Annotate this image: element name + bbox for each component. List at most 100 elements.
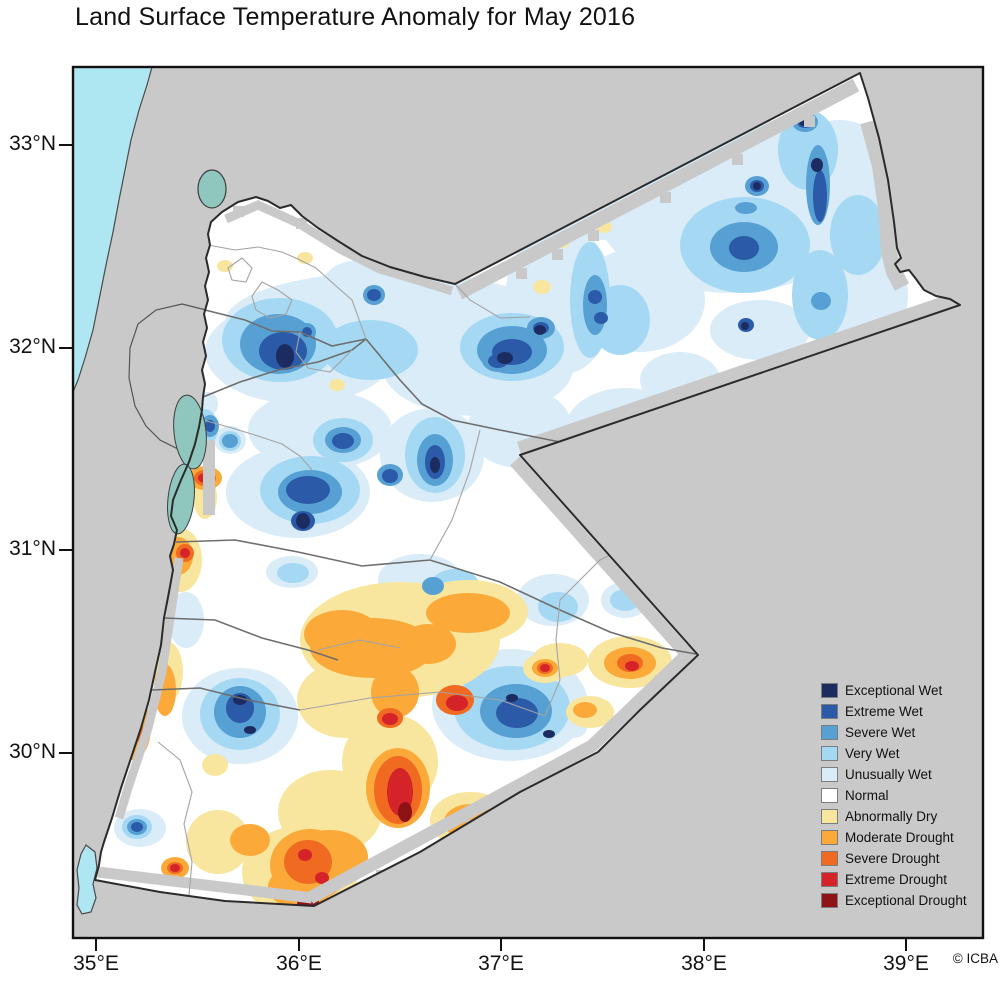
x-tick-label: 38°E — [681, 952, 727, 975]
anomaly-blob-sw — [222, 434, 238, 448]
legend-item: Severe Drought — [821, 851, 967, 866]
legend-swatch-icon — [821, 830, 838, 845]
legend-item: Normal — [821, 788, 967, 803]
legend-label: Unusually Wet — [845, 767, 932, 782]
anomaly-blob-xd — [382, 713, 398, 725]
anomaly-blob-xw — [497, 352, 513, 364]
y-tick-mark — [59, 347, 73, 349]
anomaly-blob-ad — [202, 754, 228, 776]
anomaly-blob-ew — [332, 433, 354, 449]
x-tick-label: 36°E — [276, 952, 322, 975]
anomaly-blob-md — [400, 624, 456, 664]
gulf-of-aqaba — [76, 844, 98, 915]
anomaly-blob-xd — [540, 664, 550, 672]
legend-item: Moderate Drought — [821, 830, 967, 845]
legend-swatch-icon — [821, 788, 838, 803]
legend-label: Moderate Drought — [845, 830, 954, 845]
anomaly-blob-ad — [533, 280, 551, 294]
anomaly-blob-ed — [398, 802, 412, 822]
y-tick-mark — [59, 549, 73, 551]
anomaly-blob-vw — [322, 320, 418, 380]
sea-of-galilee — [197, 169, 227, 209]
anomaly-blob-xw — [534, 325, 546, 335]
x-tick-mark — [95, 938, 97, 951]
anomaly-blob-ew — [367, 289, 381, 301]
anomaly-blob-xd — [625, 661, 639, 671]
anomaly-blob-xd — [315, 872, 329, 884]
x-tick-mark — [500, 938, 502, 951]
x-tick-label: 35°E — [73, 952, 119, 975]
legend-swatch-icon — [821, 872, 838, 887]
anomaly-blob-ew — [729, 236, 759, 260]
anomaly-blob-xw — [753, 182, 761, 190]
anomaly-blob-sw — [422, 577, 444, 595]
legend-swatch-icon — [821, 767, 838, 782]
anomaly-blob-uw — [168, 592, 204, 648]
anomaly-blob-md — [426, 593, 510, 633]
legend-label: Abnormally Dry — [845, 809, 938, 824]
anomaly-blob-ew — [594, 312, 608, 324]
legend-item: Exceptional Wet — [821, 683, 967, 698]
anomaly-blob-md — [230, 824, 270, 856]
anomaly-blob-md — [304, 610, 380, 658]
legend-item: Unusually Wet — [821, 767, 967, 782]
legend-item: Abnormally Dry — [821, 809, 967, 824]
legend-swatch-icon — [821, 704, 838, 719]
x-tick-mark — [703, 938, 705, 951]
y-tick-label: 32°N — [9, 335, 56, 358]
page-title: Land Surface Temperature Anomaly for May… — [75, 3, 636, 31]
legend-label: Severe Wet — [845, 725, 916, 740]
legend-swatch-icon — [821, 746, 838, 761]
anomaly-blob-xd — [170, 864, 180, 872]
anomaly-blob-xd — [180, 548, 190, 558]
legend-label: Normal — [845, 788, 889, 803]
legend-item: Very Wet — [821, 746, 967, 761]
legend-label: Extreme Drought — [845, 872, 948, 887]
y-tick-mark — [59, 752, 73, 754]
legend-item: Extreme Wet — [821, 704, 967, 719]
legend-label: Very Wet — [845, 746, 900, 761]
legend-swatch-icon — [821, 809, 838, 824]
mediterranean-sea — [72, 66, 153, 393]
legend-item: Extreme Drought — [821, 872, 967, 887]
dead-sea-south — [167, 463, 195, 535]
dead-sea-north — [173, 394, 207, 470]
credit-text: © ICBA — [952, 951, 998, 966]
legend-item: Severe Wet — [821, 725, 967, 740]
legend-label: Extreme Wet — [845, 704, 923, 719]
anomaly-blob-ew — [588, 290, 602, 304]
jordan-border — [94, 72, 961, 907]
anomaly-blob-sw — [735, 202, 757, 214]
legend-label: Exceptional Drought — [845, 893, 967, 908]
x-tick-label: 37°E — [478, 952, 524, 975]
anomaly-blob-sw — [811, 292, 831, 310]
y-tick-label: 30°N — [9, 740, 56, 763]
y-tick-mark — [59, 144, 73, 146]
legend-swatch-icon — [821, 725, 838, 740]
anomaly-blob-ad — [217, 260, 233, 272]
y-tick-label: 33°N — [9, 132, 56, 155]
y-tick-label: 31°N — [9, 537, 56, 560]
anomaly-blob-vw — [277, 563, 309, 583]
legend-swatch-icon — [821, 893, 838, 908]
anomaly-blob-ew — [813, 170, 827, 222]
anomaly-blob-vw — [830, 195, 886, 275]
anomaly-blob-ew — [496, 698, 538, 728]
anomaly-blob-xw — [430, 457, 440, 473]
legend: Exceptional Wet Extreme Wet Severe Wet Very… — [821, 683, 967, 914]
anomaly-blob-ew — [382, 469, 398, 483]
anomaly-blob-xw — [811, 158, 823, 172]
plot-frame — [71, 65, 985, 940]
legend-swatch-icon — [821, 851, 838, 866]
anomaly-blob-xw — [543, 730, 555, 738]
legend-swatch-icon — [821, 683, 838, 698]
anomaly-blob-xw — [506, 694, 518, 702]
x-tick-label: 39°E — [883, 952, 929, 975]
anomaly-blob-ad — [186, 810, 250, 874]
anomaly-blob-uw — [320, 260, 400, 320]
x-tick-mark — [298, 938, 300, 951]
legend-label: Severe Drought — [845, 851, 940, 866]
anomaly-blob-xw — [741, 322, 749, 330]
